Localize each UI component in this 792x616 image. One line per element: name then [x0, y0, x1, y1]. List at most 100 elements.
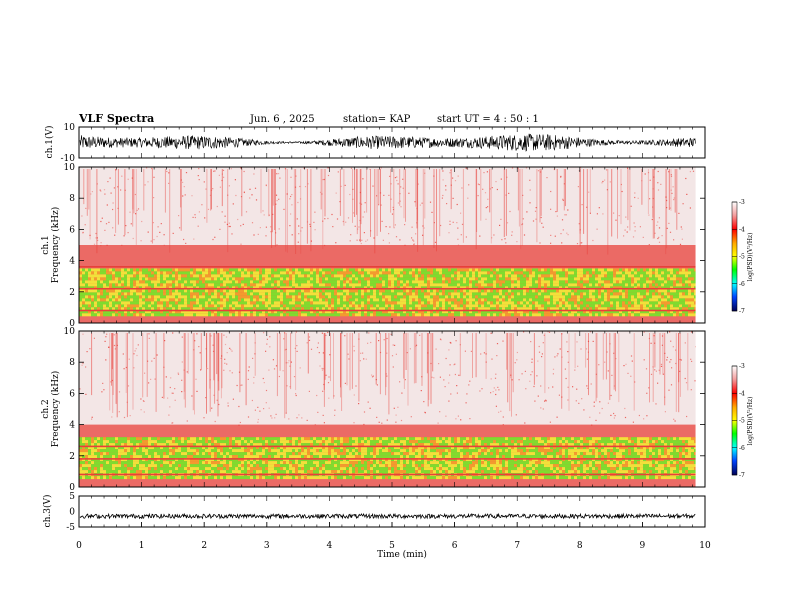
ch1-spec-cell — [583, 274, 586, 278]
ch1-spec-speckle — [580, 167, 582, 169]
ch1-spec-speckle — [327, 167, 329, 169]
ch1-spec-cell — [574, 268, 577, 272]
ch2-spec-cell — [250, 437, 253, 441]
ch2-spec-cell — [133, 443, 136, 447]
ch1-spec-cell — [595, 289, 598, 293]
ch1-spec-cell — [343, 283, 346, 287]
ch2-spec-cell — [277, 467, 280, 471]
ch1-spec-cell — [97, 280, 100, 284]
ch1-spec-speckle — [112, 202, 114, 204]
ch1-spec-speckle — [388, 242, 390, 244]
ch1-spec-cell — [409, 301, 412, 305]
ch2-spec-cell — [238, 461, 241, 465]
ch2-spec-cell — [256, 440, 259, 444]
ch1-spec-speckle — [556, 215, 558, 217]
ch1-spec-cell — [172, 274, 175, 278]
ch1-spec-cell — [313, 274, 316, 278]
ch2-spec-cell — [154, 455, 157, 459]
ch1-spec-cell — [316, 313, 319, 317]
ch1-spec-speckle — [291, 194, 293, 196]
ch1-spec-cell — [673, 268, 676, 272]
ch1-spec-cell — [118, 310, 121, 314]
ch1-spec-cell — [598, 313, 601, 317]
ch1-spec-cell — [376, 310, 379, 314]
ch1-spec-cell — [172, 280, 175, 284]
ch1-spec-streak — [285, 169, 287, 252]
ch1-spec-cell — [541, 295, 544, 299]
ch1-spec-cell — [100, 301, 103, 305]
ch1-spec-cell — [364, 289, 367, 293]
ch2-spec-cell — [124, 470, 127, 474]
ch1-waveform-line — [79, 133, 696, 152]
ch1-spec-cell — [256, 298, 259, 302]
ch1-spec-cell — [175, 277, 178, 281]
ch1-spec-speckle — [113, 187, 115, 189]
ch1-spec-cell — [520, 304, 523, 308]
ch2-spec-cell — [112, 437, 115, 441]
ch1-spec-cell — [436, 313, 439, 317]
ch1-spec-speckle — [396, 176, 398, 178]
ch2-spec-cell — [157, 467, 160, 471]
ch1-spec-speckle — [349, 240, 351, 242]
ch2-spec-cell — [175, 470, 178, 474]
ch1-spec-cell — [85, 304, 88, 308]
ch1-spec-cell — [640, 292, 643, 296]
ch2-spec-cell — [130, 470, 133, 474]
ch1-spec-cell — [265, 292, 268, 296]
ch1-spec-cell — [184, 277, 187, 281]
ch1-spec-cell — [430, 292, 433, 296]
ch1-spec-cell — [529, 274, 532, 278]
ch1-spec-speckle — [344, 184, 346, 186]
ch2-spec-cell — [109, 452, 112, 456]
ch1-spec-cell — [127, 298, 130, 302]
ch1-spec-cell — [274, 295, 277, 299]
ch1-spec-speckle — [262, 210, 264, 212]
ch2-spec-cell — [223, 476, 226, 480]
ch1-spec-cell — [379, 289, 382, 293]
ch1-spec-cell — [598, 277, 601, 281]
ch1-spec-speckle — [363, 211, 366, 213]
ch1-spec-cell — [664, 277, 667, 281]
ch1-spec-cell — [631, 268, 634, 272]
ch1-spec-cell — [88, 268, 91, 272]
ch1-spec-cell — [103, 280, 106, 284]
ch1-spec-cell — [88, 283, 91, 287]
ch1-spec-cell — [130, 277, 133, 281]
ch1-spec-cell — [685, 292, 688, 296]
ch1-spec-line — [79, 266, 696, 268]
ch1-spec-speckle — [422, 234, 424, 236]
ch1-spec-cell — [598, 301, 601, 305]
ch1-spec-cell — [202, 307, 205, 311]
ch2-spec-cell — [175, 446, 178, 450]
ch1-spec-cell — [112, 313, 115, 317]
ch1-spec-speckle — [95, 237, 97, 239]
ch1-spec-cell — [211, 274, 214, 278]
ch1-spec-cell — [655, 298, 658, 302]
ch2-spec-cell — [268, 467, 271, 471]
ch1-spec-cell — [325, 268, 328, 272]
ch2-spec-cell — [262, 449, 265, 453]
ch1-spec-cell — [691, 298, 694, 302]
ch1-spec-cell — [451, 307, 454, 311]
ch2-spec-cell — [229, 455, 232, 459]
ch1-spec-cell — [349, 268, 352, 272]
ch1-spec-cell — [646, 298, 649, 302]
ch1-spec-cell — [610, 280, 613, 284]
ch1-spec-cell — [481, 289, 484, 293]
ch1-spec-cell — [142, 292, 145, 296]
ch1-spec-cell — [460, 313, 463, 317]
ch2-spec-cell — [241, 443, 244, 447]
ch1-spec-cell — [385, 277, 388, 281]
ch1-spec-cell — [679, 313, 682, 317]
ch1-spec-speckle — [452, 221, 454, 223]
ch1-spec-cell — [469, 283, 472, 287]
ch1-spec-cell — [202, 301, 205, 305]
ch1-spec-cell — [427, 301, 430, 305]
ch1-spec-cell — [325, 295, 328, 299]
ch1-spec-cell — [238, 298, 241, 302]
ch1-spec-speckle — [324, 218, 326, 220]
ch1-spec-cell — [337, 313, 340, 317]
ch1-spec-cell — [217, 280, 220, 284]
ch1-spec-cell — [238, 271, 241, 275]
ch2-spec-cell — [265, 461, 268, 465]
